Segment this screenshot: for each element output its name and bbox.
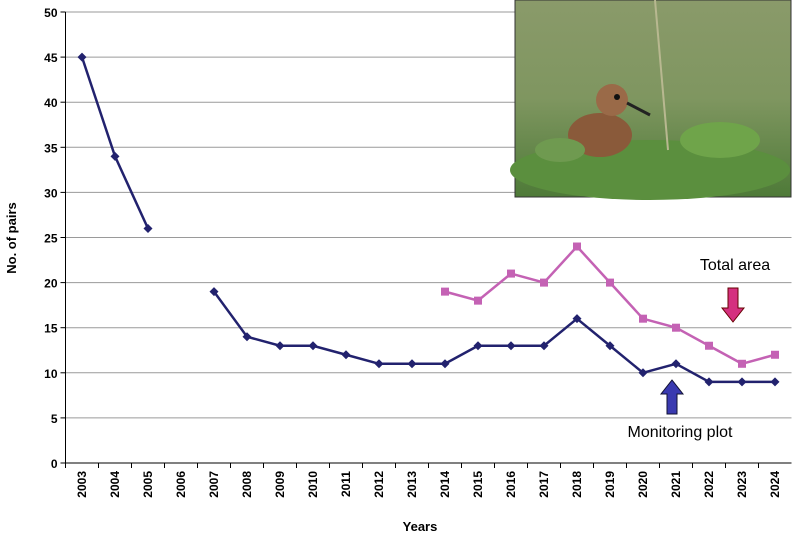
- marker: [374, 359, 384, 369]
- x-tick-label: 2010: [306, 471, 320, 498]
- marker: [308, 341, 318, 351]
- y-tick-label: 30: [44, 186, 58, 200]
- y-axis-title: No. of pairs: [4, 202, 19, 274]
- x-tick-label: 2013: [405, 471, 419, 498]
- marker: [539, 341, 549, 351]
- marker: [275, 341, 285, 351]
- y-tick-label: 35: [44, 141, 58, 155]
- marker: [242, 332, 252, 342]
- x-tick-label: 2016: [504, 471, 518, 498]
- marker: [77, 52, 87, 62]
- marker: [474, 296, 482, 305]
- marker: [737, 377, 747, 387]
- x-tick-label: 2014: [438, 471, 452, 498]
- x-tick-label: 2020: [636, 471, 650, 498]
- marker: [638, 368, 648, 378]
- x-tick-label: 2023: [735, 471, 749, 498]
- marker: [473, 341, 483, 351]
- y-tick-label: 0: [51, 457, 58, 471]
- marker: [738, 359, 746, 368]
- arrow-total: [720, 287, 746, 323]
- x-tick-label: 2011: [339, 471, 353, 497]
- x-tick-label: 2009: [273, 471, 287, 498]
- series-label: Total area: [700, 257, 770, 274]
- marker: [771, 350, 779, 359]
- marker: [506, 341, 516, 351]
- marker: [407, 359, 417, 369]
- marker: [770, 377, 780, 387]
- marker: [143, 223, 153, 233]
- marker: [507, 269, 515, 278]
- y-tick-label: 40: [44, 96, 58, 110]
- marker: [341, 350, 351, 360]
- marker: [606, 278, 614, 287]
- series-label: Monitoring plot: [628, 424, 734, 441]
- photo-inset: [510, 0, 792, 200]
- marker: [672, 323, 680, 332]
- marker: [704, 377, 714, 387]
- y-tick-label: 20: [44, 277, 58, 291]
- marker: [110, 151, 120, 161]
- marker: [639, 314, 647, 323]
- x-tick-label: 2005: [141, 471, 155, 498]
- x-tick-label: 2003: [75, 471, 89, 498]
- x-tick-label: 2012: [372, 471, 386, 498]
- y-tick-label: 5: [51, 412, 58, 426]
- x-tick-label: 2006: [174, 471, 188, 498]
- x-tick-label: 2004: [108, 471, 122, 498]
- y-tick-label: 10: [44, 367, 58, 381]
- y-tick-label: 50: [44, 6, 58, 20]
- x-tick-label: 2024: [768, 471, 782, 498]
- marker: [573, 242, 581, 251]
- marker: [605, 341, 615, 351]
- marker: [209, 287, 219, 297]
- marker: [572, 314, 582, 324]
- x-tick-label: 2017: [537, 471, 551, 498]
- y-tick-label: 45: [44, 51, 58, 65]
- y-tick-label: 15: [44, 322, 58, 336]
- arrow-monitoring: [659, 379, 685, 415]
- y-tick-label: 25: [44, 232, 58, 246]
- x-tick-label: 2019: [603, 471, 617, 498]
- marker: [440, 359, 450, 369]
- x-tick-label: 2008: [240, 471, 254, 498]
- x-tick-label: 2021: [669, 471, 683, 498]
- x-axis-title: Years: [403, 519, 438, 534]
- marker: [705, 341, 713, 350]
- x-tick-label: 2022: [702, 471, 716, 498]
- x-tick-label: 2007: [207, 471, 221, 498]
- x-tick-label: 2015: [471, 471, 485, 498]
- x-tick-label: 2018: [570, 471, 584, 498]
- marker: [441, 287, 449, 296]
- marker: [671, 359, 681, 369]
- marker: [540, 278, 548, 287]
